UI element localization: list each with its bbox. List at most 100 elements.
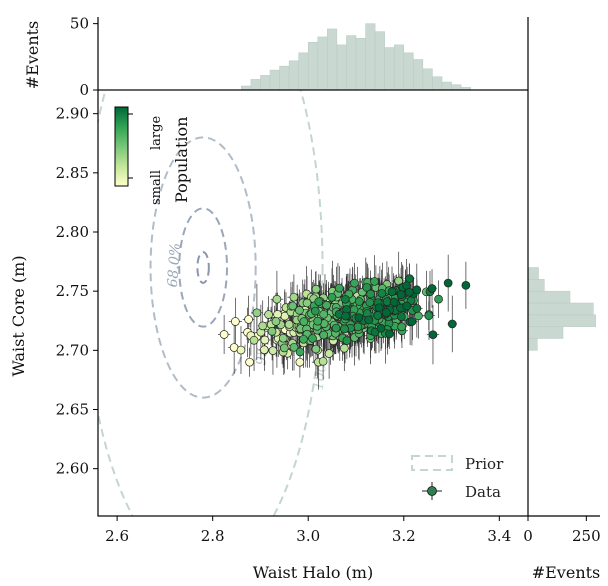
top-hist-bar: [307, 41, 319, 91]
x-tick-label: 3.2: [392, 527, 416, 545]
data-point: [324, 349, 334, 358]
y-tick-label: 2.80: [56, 223, 89, 241]
right-hist-x-tick-label: 0: [523, 527, 533, 545]
y-tick-label: 2.90: [56, 105, 89, 123]
data-point: [354, 313, 364, 322]
data-point: [249, 335, 259, 345]
data-point: [376, 323, 386, 333]
data-point: [373, 311, 383, 320]
top-hist-bar: [317, 36, 328, 91]
data-point: [273, 310, 282, 319]
data-point: [377, 288, 387, 298]
data-point: [389, 297, 399, 307]
y-tick-label: 2.75: [56, 282, 89, 300]
x-axis-label: Waist Halo (m): [253, 563, 373, 582]
right-hist-bar: [527, 279, 545, 292]
data-point: [365, 298, 375, 307]
prior-contour: [196, 251, 210, 284]
data-point: [310, 306, 320, 316]
main-frame: [97, 89, 529, 517]
right-hist-bar: [527, 290, 571, 304]
data-point: [267, 326, 277, 336]
data-point: [311, 344, 321, 354]
data-point: [443, 278, 453, 288]
data-point: [314, 297, 324, 307]
data-point: [289, 342, 299, 352]
data-point: [412, 304, 422, 313]
top-hist-bar: [413, 59, 424, 91]
data-point: [387, 287, 397, 297]
data-point: [322, 300, 331, 310]
data-point: [319, 309, 329, 319]
data-point: [350, 278, 359, 288]
top-hist-bar: [269, 69, 280, 91]
top-hist-bar: [393, 44, 405, 91]
data-point: [362, 283, 372, 292]
data-point: [396, 312, 406, 322]
data-point: [295, 305, 304, 315]
data-point: [404, 287, 414, 297]
prior-contour: [178, 207, 229, 328]
data-points: [219, 274, 471, 367]
top-hist-bar: [441, 81, 452, 91]
y-tick-label: 2.85: [56, 164, 89, 182]
colorbar-high-label: large: [149, 116, 164, 150]
y-tick-label: 2.70: [56, 341, 89, 359]
data-point: [341, 294, 350, 304]
right-hist-x-tick-label: 250: [572, 527, 601, 545]
x-tick-label: 2.6: [105, 527, 129, 545]
y-tick-label: 2.65: [56, 401, 89, 419]
data-point: [331, 323, 341, 333]
top-hist-bar: [403, 52, 414, 91]
top-histogram: 0 50: [70, 15, 529, 99]
data-point: [366, 289, 375, 299]
top-hist-bar: [288, 60, 299, 91]
data-point: [299, 317, 309, 326]
data-point: [289, 292, 299, 302]
data-point: [284, 320, 294, 329]
top-hist-bar: [260, 75, 271, 91]
data-point: [381, 308, 391, 317]
data-point: [272, 294, 282, 304]
data-point: [295, 357, 305, 367]
data-point: [374, 303, 384, 313]
data-point: [407, 317, 417, 326]
data-point: [428, 330, 438, 340]
top-hist-bar: [432, 76, 443, 91]
legend-prior-swatch: [411, 455, 453, 471]
data-point: [279, 343, 289, 353]
data-point: [299, 334, 308, 344]
legend-data-marker: [427, 486, 437, 496]
right-hist-bar: [527, 326, 564, 339]
contour-label-100: 100: [311, 362, 331, 391]
top-hist-bar: [451, 84, 462, 91]
data-point: [230, 317, 240, 326]
data-point: [259, 345, 269, 355]
colorbar: small large Population: [114, 106, 191, 205]
y-tick-label: 2.60: [56, 460, 89, 478]
data-point: [245, 357, 254, 367]
data-point: [244, 315, 253, 324]
data-point: [385, 329, 394, 339]
right-hist-bar: [527, 302, 594, 316]
data-point: [302, 298, 312, 308]
data-point: [319, 330, 329, 340]
data-point: [236, 345, 246, 355]
prior-contour: [98, 90, 324, 516]
data-point: [311, 284, 321, 294]
top-hist-y-tick-label: 50: [70, 15, 89, 33]
x-tick-label: 3.0: [296, 527, 320, 545]
data-point: [370, 277, 379, 286]
top-hist-bar: [279, 65, 290, 91]
top-hist-bar: [384, 47, 395, 91]
data-point: [397, 322, 407, 332]
right-hist-x-label: #Events: [532, 563, 601, 582]
data-point: [412, 285, 422, 295]
data-point: [268, 346, 278, 356]
right-histogram: 0 250: [523, 267, 601, 545]
legend-prior-label: Prior: [465, 455, 504, 473]
colorbar-title: Population: [172, 117, 191, 203]
data-point: [295, 347, 305, 357]
